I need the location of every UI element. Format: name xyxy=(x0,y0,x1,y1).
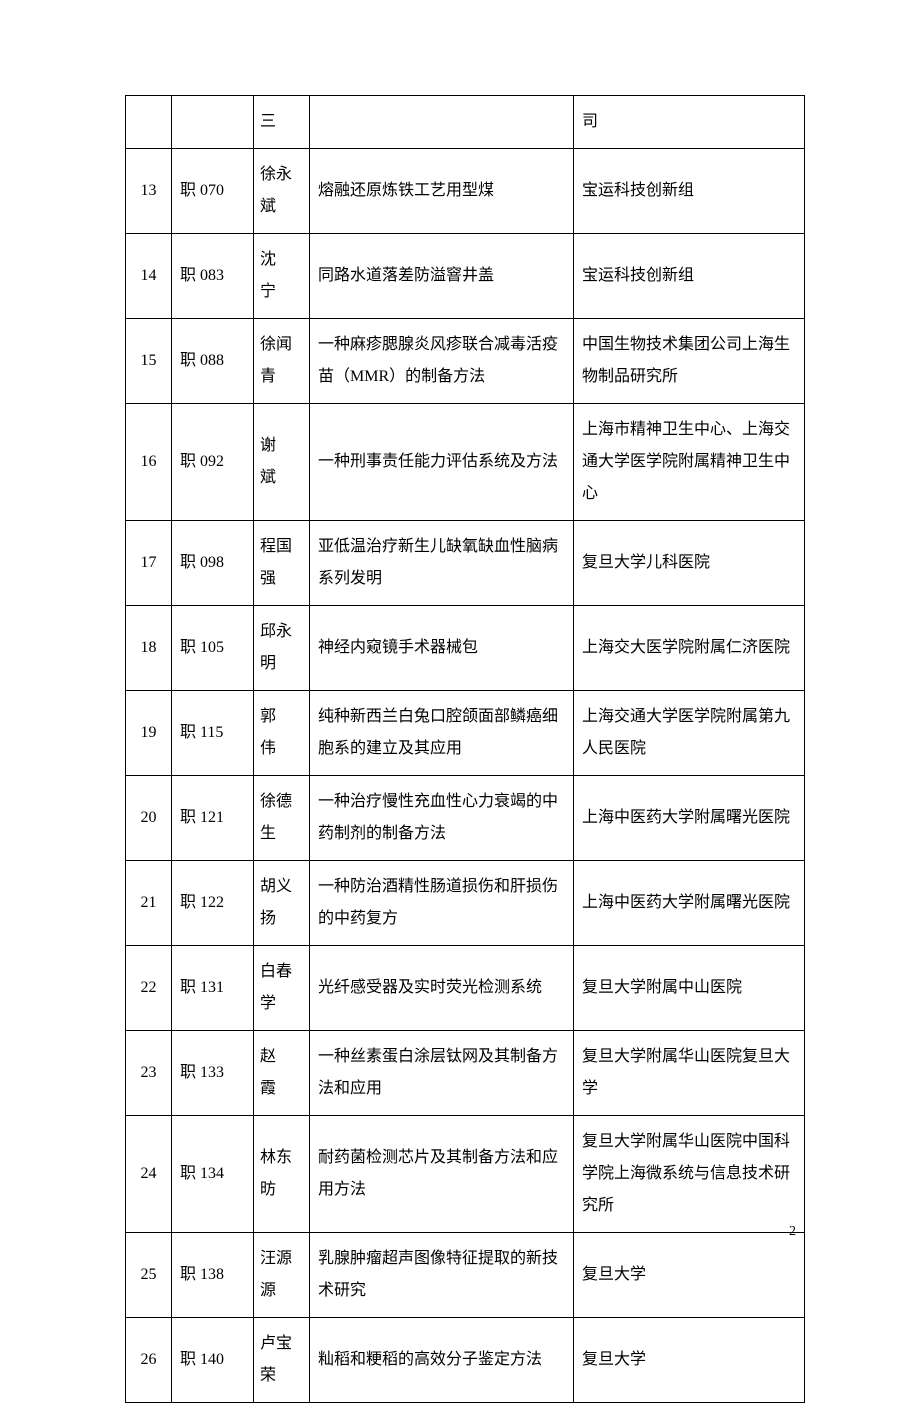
row-code: 职 121 xyxy=(172,776,254,861)
row-index: 26 xyxy=(126,1318,172,1403)
row-title: 籼稻和粳稻的高效分子鉴定方法 xyxy=(310,1318,574,1403)
table-row: 14职 083沈 宁同路水道落差防溢窨井盖宝运科技创新组 xyxy=(126,234,805,319)
table-row: 22职 131白春学光纤感受器及实时荧光检测系统复旦大学附属中山医院 xyxy=(126,946,805,1031)
row-organization: 上海交大医学院附属仁济医院 xyxy=(574,606,805,691)
row-organization: 上海中医药大学附属曙光医院 xyxy=(574,861,805,946)
table-row: 23职 133赵 霞一种丝素蛋白涂层钛网及其制备方法和应用复旦大学附属华山医院复… xyxy=(126,1031,805,1116)
row-organization: 复旦大学附属华山医院中国科学院上海微系统与信息技术研究所 xyxy=(574,1116,805,1233)
row-name: 郭 伟 xyxy=(254,691,310,776)
row-index: 15 xyxy=(126,319,172,404)
row-code: 职 115 xyxy=(172,691,254,776)
row-index: 24 xyxy=(126,1116,172,1233)
table-row: 26职 140卢宝荣籼稻和粳稻的高效分子鉴定方法复旦大学 xyxy=(126,1318,805,1403)
row-name: 三 xyxy=(254,96,310,149)
row-index xyxy=(126,96,172,149)
row-name: 卢宝荣 xyxy=(254,1318,310,1403)
row-organization: 中国生物技术集团公司上海生物制品研究所 xyxy=(574,319,805,404)
row-index: 22 xyxy=(126,946,172,1031)
row-organization: 宝运科技创新组 xyxy=(574,149,805,234)
row-index: 13 xyxy=(126,149,172,234)
row-code xyxy=(172,96,254,149)
row-name: 徐闻青 xyxy=(254,319,310,404)
table-row: 三司 xyxy=(126,96,805,149)
row-title: 一种治疗慢性充血性心力衰竭的中药制剂的制备方法 xyxy=(310,776,574,861)
row-code: 职 138 xyxy=(172,1233,254,1318)
row-name: 林东昉 xyxy=(254,1116,310,1233)
row-index: 14 xyxy=(126,234,172,319)
row-name: 邱永明 xyxy=(254,606,310,691)
table-row: 13职 070徐永斌熔融还原炼铁工艺用型煤宝运科技创新组 xyxy=(126,149,805,234)
row-organization: 复旦大学儿科医院 xyxy=(574,521,805,606)
row-code: 职 083 xyxy=(172,234,254,319)
row-title: 亚低温治疗新生儿缺氧缺血性脑病系列发明 xyxy=(310,521,574,606)
row-name: 赵 霞 xyxy=(254,1031,310,1116)
row-index: 16 xyxy=(126,404,172,521)
row-title: 纯种新西兰白兔口腔颌面部鳞癌细胞系的建立及其应用 xyxy=(310,691,574,776)
table-row: 16职 092谢 斌一种刑事责任能力评估系统及方法上海市精神卫生中心、上海交通大… xyxy=(126,404,805,521)
row-code: 职 092 xyxy=(172,404,254,521)
row-index: 23 xyxy=(126,1031,172,1116)
row-name: 沈 宁 xyxy=(254,234,310,319)
row-title: 熔融还原炼铁工艺用型煤 xyxy=(310,149,574,234)
row-organization: 复旦大学附属华山医院复旦大学 xyxy=(574,1031,805,1116)
row-name: 白春学 xyxy=(254,946,310,1031)
row-organization: 上海市精神卫生中心、上海交通大学医学院附属精神卫生中心 xyxy=(574,404,805,521)
row-organization: 复旦大学 xyxy=(574,1318,805,1403)
row-organization: 司 xyxy=(574,96,805,149)
row-title: 一种丝素蛋白涂层钛网及其制备方法和应用 xyxy=(310,1031,574,1116)
row-title: 耐药菌检测芯片及其制备方法和应用方法 xyxy=(310,1116,574,1233)
table-row: 15职 088徐闻青一种麻疹腮腺炎风疹联合减毒活疫苗（MMR）的制备方法中国生物… xyxy=(126,319,805,404)
row-organization: 复旦大学 xyxy=(574,1233,805,1318)
row-title: 一种刑事责任能力评估系统及方法 xyxy=(310,404,574,521)
row-organization: 上海中医药大学附属曙光医院 xyxy=(574,776,805,861)
row-title: 光纤感受器及实时荧光检测系统 xyxy=(310,946,574,1031)
row-code: 职 140 xyxy=(172,1318,254,1403)
row-code: 职 105 xyxy=(172,606,254,691)
row-code: 职 134 xyxy=(172,1116,254,1233)
row-organization: 上海交通大学医学院附属第九人民医院 xyxy=(574,691,805,776)
row-code: 职 098 xyxy=(172,521,254,606)
row-title: 一种防治酒精性肠道损伤和肝损伤的中药复方 xyxy=(310,861,574,946)
page-number: 2 xyxy=(789,1224,796,1240)
row-code: 职 070 xyxy=(172,149,254,234)
row-code: 职 088 xyxy=(172,319,254,404)
row-index: 25 xyxy=(126,1233,172,1318)
row-index: 20 xyxy=(126,776,172,861)
row-code: 职 133 xyxy=(172,1031,254,1116)
row-title: 神经内窥镜手术器械包 xyxy=(310,606,574,691)
row-organization: 宝运科技创新组 xyxy=(574,234,805,319)
table-row: 21职 122胡义扬一种防治酒精性肠道损伤和肝损伤的中药复方上海中医药大学附属曙… xyxy=(126,861,805,946)
row-index: 18 xyxy=(126,606,172,691)
row-code: 职 131 xyxy=(172,946,254,1031)
row-name: 胡义扬 xyxy=(254,861,310,946)
table-row: 25职 138汪源源乳腺肿瘤超声图像特征提取的新技术研究复旦大学 xyxy=(126,1233,805,1318)
row-title: 一种麻疹腮腺炎风疹联合减毒活疫苗（MMR）的制备方法 xyxy=(310,319,574,404)
row-name: 程国强 xyxy=(254,521,310,606)
row-title xyxy=(310,96,574,149)
row-name: 汪源源 xyxy=(254,1233,310,1318)
row-name: 徐永斌 xyxy=(254,149,310,234)
data-table: 三司13职 070徐永斌熔融还原炼铁工艺用型煤宝运科技创新组14职 083沈 宁… xyxy=(125,95,805,1403)
row-name: 徐德生 xyxy=(254,776,310,861)
row-name: 谢 斌 xyxy=(254,404,310,521)
row-index: 21 xyxy=(126,861,172,946)
row-code: 职 122 xyxy=(172,861,254,946)
table-row: 19职 115郭 伟纯种新西兰白兔口腔颌面部鳞癌细胞系的建立及其应用上海交通大学… xyxy=(126,691,805,776)
table-row: 18职 105邱永明神经内窥镜手术器械包上海交大医学院附属仁济医院 xyxy=(126,606,805,691)
row-organization: 复旦大学附属中山医院 xyxy=(574,946,805,1031)
row-index: 19 xyxy=(126,691,172,776)
row-index: 17 xyxy=(126,521,172,606)
table-row: 17职 098程国强亚低温治疗新生儿缺氧缺血性脑病系列发明复旦大学儿科医院 xyxy=(126,521,805,606)
row-title: 同路水道落差防溢窨井盖 xyxy=(310,234,574,319)
table-row: 20职 121徐德生一种治疗慢性充血性心力衰竭的中药制剂的制备方法上海中医药大学… xyxy=(126,776,805,861)
row-title: 乳腺肿瘤超声图像特征提取的新技术研究 xyxy=(310,1233,574,1318)
table-row: 24职 134林东昉耐药菌检测芯片及其制备方法和应用方法复旦大学附属华山医院中国… xyxy=(126,1116,805,1233)
